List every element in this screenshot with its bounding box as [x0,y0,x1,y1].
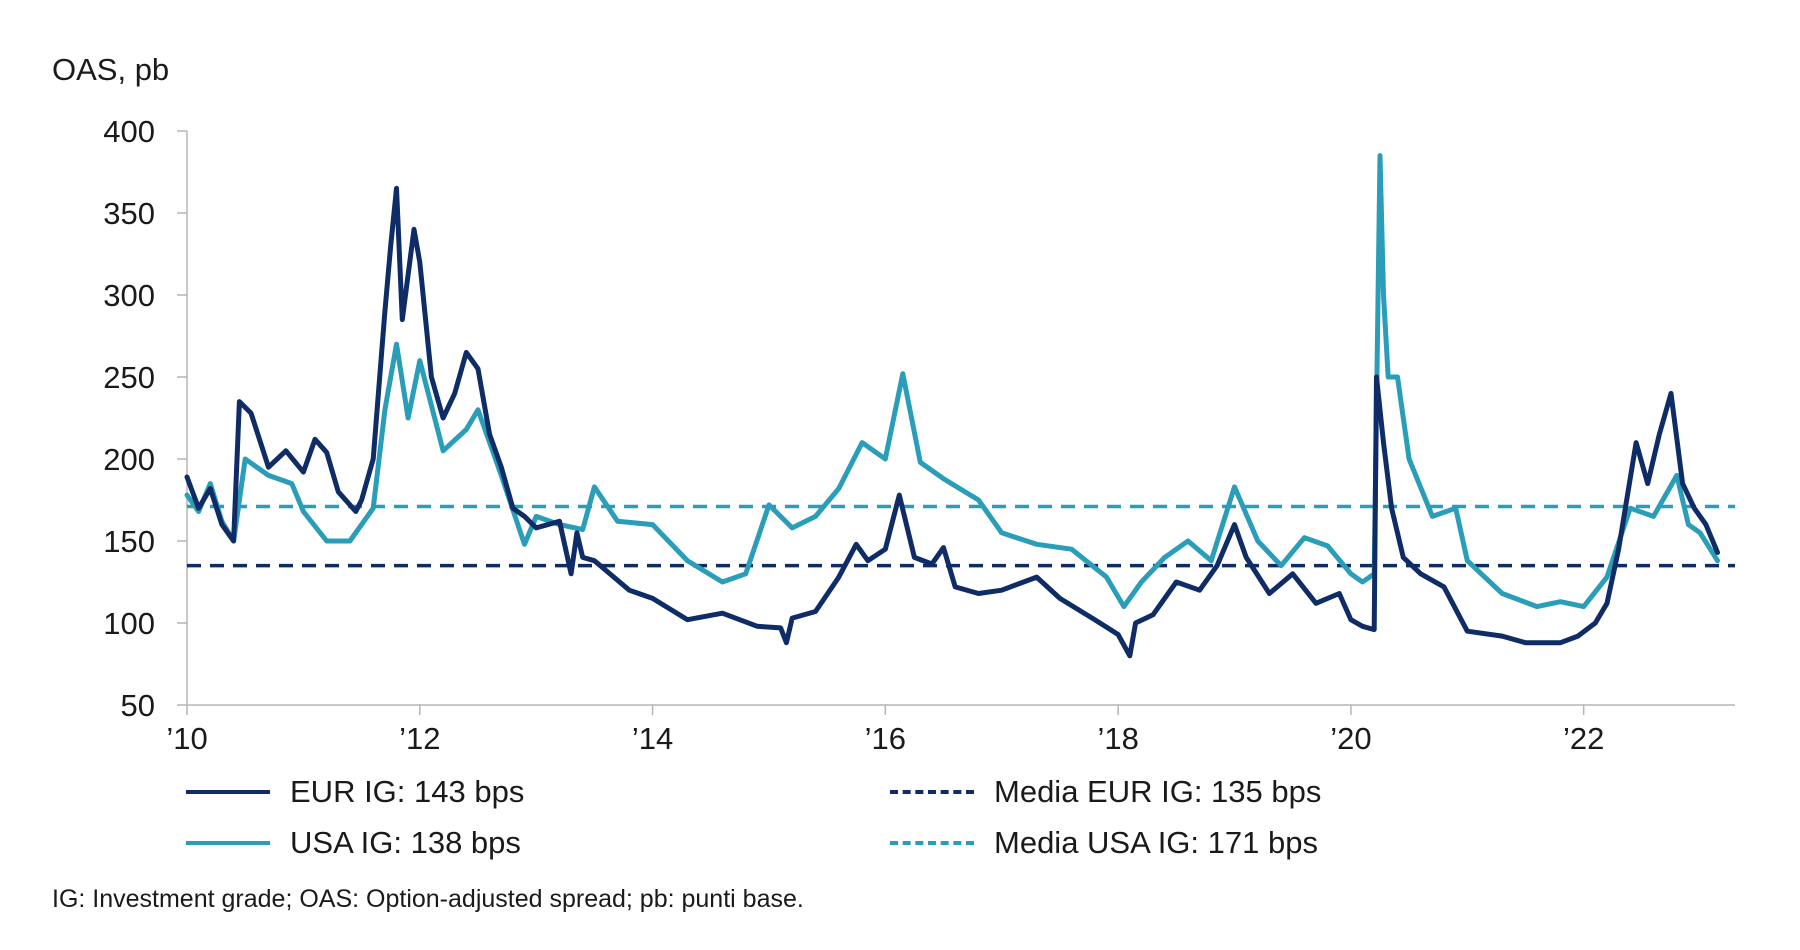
legend-eur-ig: EUR IG: 143 bps [186,774,524,810]
reference-lines [187,504,1735,568]
legend-swatch-media-eur-ig [890,790,974,794]
y-axis-title: OAS, pb [52,52,170,87]
legend-usa-ig: USA IG: 138 bps [186,825,521,861]
legend-swatch-usa-ig [186,841,270,845]
series-lines [184,153,1720,659]
x-tick-label: ’20 [1330,721,1371,756]
x-tick-label: ’10 [166,721,207,756]
legend-media-usa-ig: Media USA IG: 171 bps [890,825,1318,861]
legend-swatch-media-usa-ig [890,841,974,845]
y-tick-label: 250 [103,360,155,395]
legend-label-media-eur-ig: Media EUR IG: 135 bps [994,774,1322,809]
x-tick-label: ’14 [632,721,673,756]
y-tick-label: 100 [103,606,155,641]
x-tick-label: ’12 [399,721,440,756]
y-tick-label: 50 [121,688,155,723]
x-tick-label: ’16 [865,721,906,756]
footnote: IG: Investment grade; OAS: Option-adjust… [52,885,804,913]
y-tick-label: 350 [103,196,155,231]
x-tick-label: ’22 [1563,721,1604,756]
legend-label-eur-ig: EUR IG: 143 bps [290,774,525,809]
legend-media-eur-ig: Media EUR IG: 135 bps [890,774,1321,810]
series-line-usa-ig [184,153,1720,610]
legend-label-usa-ig: USA IG: 138 bps [290,825,521,860]
legend-label-media-usa-ig: Media USA IG: 171 bps [994,825,1318,860]
x-axis: ’10 ’12 ’14 ’16 ’18 ’20 ’22 [166,704,1735,756]
series-line-eur-ig [184,185,1720,659]
y-tick-label: 150 [103,524,155,559]
y-tick-label: 200 [103,442,155,477]
x-tick-label: ’18 [1097,721,1138,756]
y-tick-label: 300 [103,278,155,313]
legend-swatch-eur-ig [186,790,270,794]
y-tick-label: 400 [103,114,155,149]
y-axis: 50 100 150 200 250 300 350 400 [103,114,188,723]
